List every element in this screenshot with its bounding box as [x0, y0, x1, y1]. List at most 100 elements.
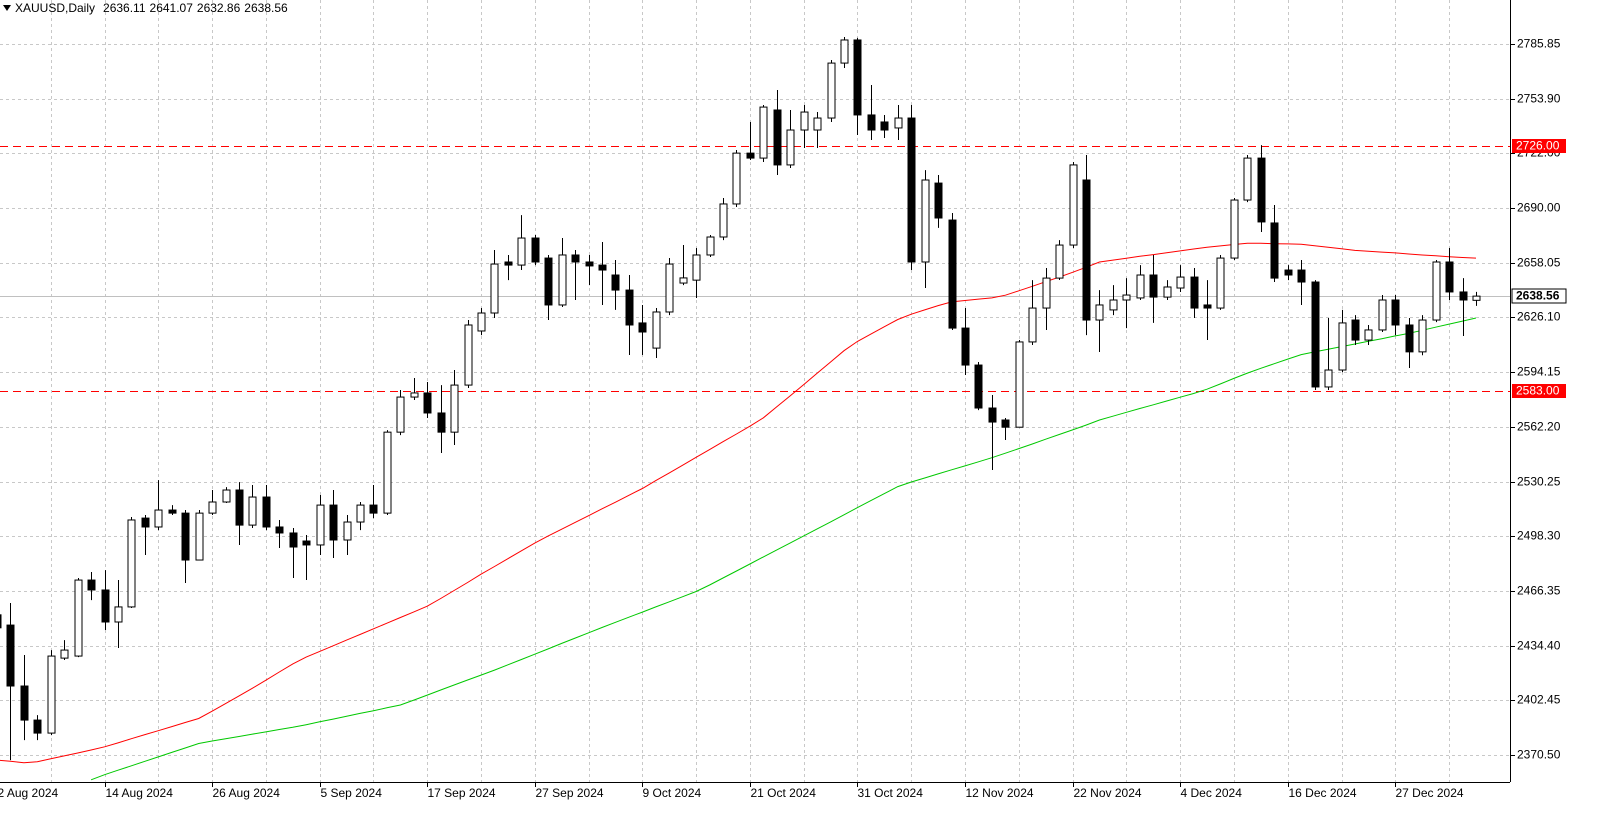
- plot-area: [0, 37, 1510, 781]
- x-tick-label: 27 Sep 2024: [536, 786, 604, 800]
- candle-body: [679, 277, 688, 284]
- candle-body: [248, 496, 257, 526]
- candle-body: [800, 111, 809, 131]
- x-tick-label: 27 Dec 2024: [1396, 786, 1464, 800]
- candle-body: [101, 589, 110, 623]
- x-tick-label: 9 Oct 2024: [643, 786, 702, 800]
- candle-body: [853, 39, 862, 116]
- candle-body: [531, 237, 540, 263]
- level-label: 2583.00: [1516, 384, 1560, 398]
- candle-body: [0, 614, 2, 629]
- candle-body: [262, 496, 271, 528]
- y-tick-label: 2370.50: [1517, 748, 1561, 762]
- y-tick-label: 2562.20: [1517, 420, 1561, 434]
- header-open: 2636.11: [103, 1, 146, 15]
- y-tick-label: 2594.15: [1517, 365, 1561, 379]
- candle-body: [1069, 164, 1078, 246]
- candle-body: [114, 606, 123, 623]
- candle-body: [1338, 322, 1347, 371]
- y-tick-label: 2690.00: [1517, 201, 1561, 215]
- candle-body: [1163, 286, 1172, 298]
- candle-body: [1364, 329, 1373, 341]
- y-tick-label: 2498.30: [1517, 529, 1561, 543]
- candle-body: [6, 624, 15, 687]
- candle-body: [611, 274, 620, 291]
- candle-body: [222, 489, 231, 503]
- candle-body: [1176, 276, 1185, 289]
- level-label: 2726.00: [1516, 139, 1560, 153]
- level-label-box: [1512, 384, 1566, 398]
- x-tick-label: 12 Nov 2024: [966, 786, 1034, 800]
- candle-body: [786, 129, 795, 166]
- candle-body: [410, 392, 419, 398]
- candle-body: [1216, 257, 1225, 309]
- header-high: 2641.07: [150, 1, 194, 15]
- candle-body: [1418, 319, 1427, 353]
- y-tick-label: 2530.25: [1517, 475, 1561, 489]
- candle-body: [948, 219, 957, 329]
- candle-body: [477, 312, 486, 332]
- x-tick-label: 26 Aug 2024: [213, 786, 281, 800]
- candle-body: [988, 407, 997, 423]
- candle-body: [1042, 277, 1051, 309]
- candle-body: [1095, 304, 1104, 321]
- candle-body: [343, 521, 352, 541]
- x-tick-label: 5 Sep 2024: [321, 786, 383, 800]
- candle-body: [1405, 324, 1414, 353]
- candle-body: [665, 263, 674, 313]
- y-tick-label: 2785.85: [1517, 37, 1561, 51]
- candle-body: [154, 509, 163, 528]
- candle-body: [1472, 295, 1481, 301]
- x-tick-label: 14 Aug 2024: [106, 786, 174, 800]
- candle-body: [1459, 291, 1468, 301]
- candle-body: [195, 512, 204, 561]
- candle-body: [638, 322, 647, 333]
- candle-body: [141, 517, 150, 528]
- candle-body: [558, 254, 567, 306]
- x-tick-label: 22 Nov 2024: [1074, 786, 1142, 800]
- candle-body: [1378, 299, 1387, 331]
- candle-body: [652, 311, 661, 349]
- candle-body: [289, 532, 298, 548]
- candle-body: [907, 117, 916, 263]
- header-close: 2638.56: [244, 1, 288, 15]
- x-tick-label: 17 Sep 2024: [428, 786, 496, 800]
- candle-body: [302, 540, 311, 546]
- candle-body: [1351, 319, 1360, 341]
- candle-body: [1257, 157, 1266, 223]
- candle-body: [1028, 307, 1037, 343]
- x-tick-label: 4 Dec 2024: [1181, 786, 1243, 800]
- candle-body: [1203, 304, 1212, 309]
- candle-body: [1055, 244, 1064, 279]
- header-low: 2632.86: [197, 1, 241, 15]
- candle-body: [1311, 281, 1320, 388]
- candle-body: [827, 62, 836, 119]
- candle-body: [1001, 419, 1010, 428]
- candle-body: [773, 109, 782, 166]
- candle-body: [1149, 274, 1158, 298]
- current-price-box: [1511, 288, 1567, 304]
- candle-body: [692, 254, 701, 281]
- x-tick-label: 2 Aug 2024: [0, 786, 59, 800]
- candle-body: [1445, 261, 1454, 293]
- axes: [0, 0, 1511, 783]
- y-tick-label: 2658.05: [1517, 256, 1561, 270]
- candle-body: [47, 655, 56, 734]
- candle-body: [464, 324, 473, 386]
- candle-body: [840, 39, 849, 64]
- collapse-triangle: [3, 5, 11, 11]
- candle-body: [759, 106, 768, 159]
- moving-average: [0, 242, 1477, 764]
- candle-body: [181, 512, 190, 561]
- candle-body: [934, 182, 943, 219]
- candle-body: [60, 649, 69, 659]
- candle-body: [369, 504, 378, 514]
- candle-body: [921, 179, 930, 263]
- candle-body: [867, 114, 876, 131]
- candle-body: [168, 509, 177, 514]
- moving-average: [90, 317, 1477, 781]
- candle-body: [383, 431, 392, 514]
